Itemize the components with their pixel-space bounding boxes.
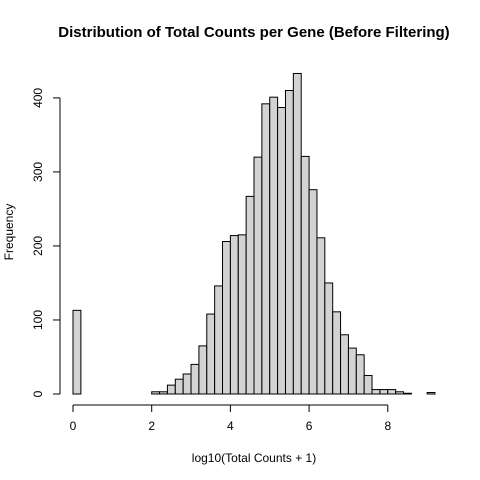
histogram-bar-15: [261, 103, 271, 395]
y-tick-label-300: 300: [31, 162, 45, 182]
histogram-bar-32: [395, 391, 405, 395]
y-tick-label-200: 200: [31, 236, 45, 256]
histogram-bar-33: [403, 392, 412, 395]
y-axis: 0 100 200 300 400: [31, 88, 61, 397]
x-tick-label-4: 4: [227, 419, 234, 433]
histogram-bar-16: [269, 96, 279, 395]
histogram-bar-22: [316, 237, 326, 395]
histogram-bar-20: [300, 155, 310, 395]
histogram-bar-6: [190, 363, 200, 395]
histogram-bar-7: [198, 345, 208, 395]
y-tick-label-400: 400: [31, 88, 45, 108]
histogram-bar-25: [340, 334, 349, 395]
histogram-bars: [72, 72, 436, 395]
histogram-bar-10: [222, 241, 231, 395]
histogram-bar-19: [292, 72, 302, 395]
y-tick-label-0: 0: [31, 390, 45, 397]
histogram-bar-4: [174, 378, 184, 395]
histogram-bar-13: [245, 195, 255, 395]
histogram-bar-1: [151, 391, 161, 395]
x-axis-label: log10(Total Counts + 1): [192, 451, 316, 465]
histogram-bar-12: [237, 234, 247, 395]
histogram-bar-21: [308, 189, 318, 395]
histogram-bar-0: [72, 309, 82, 395]
x-axis: 0 2 4 6 8: [70, 404, 391, 433]
histogram-bar-17: [277, 107, 286, 395]
histogram-bar-8: [206, 313, 216, 395]
chart-title: Distribution of Total Counts per Gene (B…: [58, 24, 449, 41]
histogram-bar-29: [371, 389, 381, 395]
y-axis-label: Frequency: [2, 204, 16, 261]
histogram-bar-23: [324, 282, 334, 395]
histogram-bar-24: [332, 311, 342, 395]
histogram-bar-18: [284, 90, 294, 395]
x-tick-label-0: 0: [70, 419, 77, 433]
histogram-bar-26: [347, 347, 357, 395]
histogram-bar-2: [159, 391, 168, 395]
histogram-bar-3: [166, 384, 176, 395]
histogram-bar-34: [426, 392, 436, 395]
y-tick-label-100: 100: [31, 310, 45, 330]
x-tick-label-2: 2: [148, 419, 155, 433]
histogram-bar-27: [355, 354, 365, 395]
x-tick-label-6: 6: [306, 419, 313, 433]
histogram-bar-11: [229, 235, 239, 395]
histogram-bar-14: [253, 156, 263, 395]
histogram-bar-28: [363, 374, 373, 395]
x-tick-label-8: 8: [384, 419, 391, 433]
histogram-bar-9: [214, 285, 224, 395]
histogram-bar-30: [379, 389, 389, 395]
histogram-bar-31: [387, 389, 397, 395]
histogram-bar-5: [182, 373, 192, 395]
